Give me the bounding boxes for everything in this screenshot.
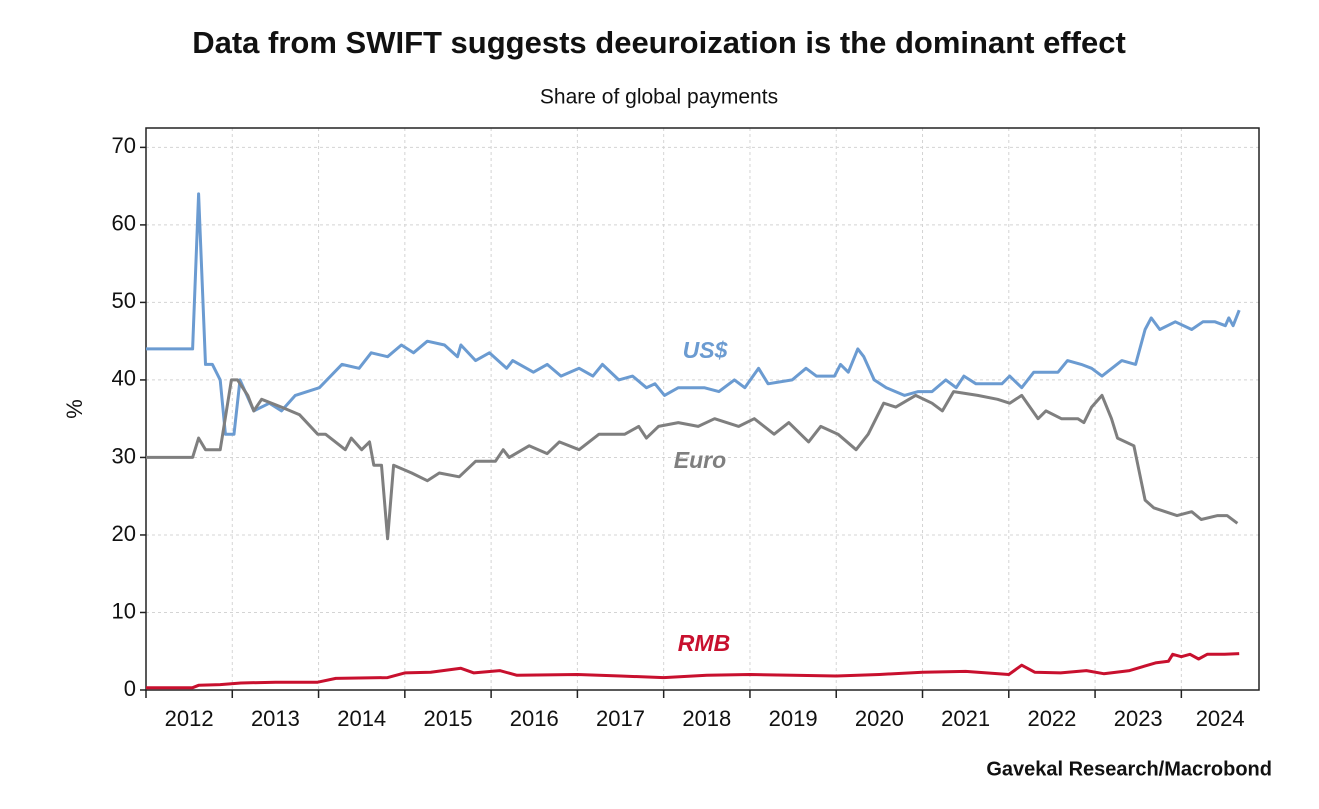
series-line xyxy=(146,192,1241,436)
x-tick-label: 2016 xyxy=(510,706,559,731)
y-tick-label: 10 xyxy=(112,598,136,623)
x-tick-label: 2021 xyxy=(941,706,990,731)
series-label: US$ xyxy=(683,337,728,363)
x-tick-label: 2024 xyxy=(1196,706,1245,731)
y-tick-label: 70 xyxy=(112,133,136,158)
chart-title: Data from SWIFT suggests deeuroization i… xyxy=(192,25,1126,60)
y-tick-label: 60 xyxy=(112,211,136,236)
x-tick-label: 2019 xyxy=(769,706,818,731)
x-tick-label: 2015 xyxy=(424,706,473,731)
series-label: RMB xyxy=(678,630,730,656)
x-tick-label: 2013 xyxy=(251,706,300,731)
plot-frame xyxy=(145,127,1260,691)
x-tick-label: 2017 xyxy=(596,706,645,731)
x-tick-label: 2014 xyxy=(337,706,386,731)
x-tick-label: 2022 xyxy=(1027,706,1076,731)
series-label: Euro xyxy=(674,447,726,473)
x-tick-label: 2018 xyxy=(682,706,731,731)
y-tick-label: 20 xyxy=(112,521,136,546)
y-tick-label: 50 xyxy=(112,288,136,313)
y-tick-label: 40 xyxy=(112,366,136,391)
x-tick-label: 2023 xyxy=(1114,706,1163,731)
series-line xyxy=(146,652,1240,690)
series-line xyxy=(146,378,1239,541)
chart-subtitle: Share of global payments xyxy=(540,86,778,109)
y-tick-label: 0 xyxy=(124,676,136,701)
x-tick-label: 2020 xyxy=(855,706,904,731)
source: Gavekal Research/Macrobond xyxy=(986,758,1272,780)
y-tick-label: 30 xyxy=(112,443,136,468)
x-tick-label: 2012 xyxy=(165,706,214,731)
y-axis-label: % xyxy=(62,399,87,419)
